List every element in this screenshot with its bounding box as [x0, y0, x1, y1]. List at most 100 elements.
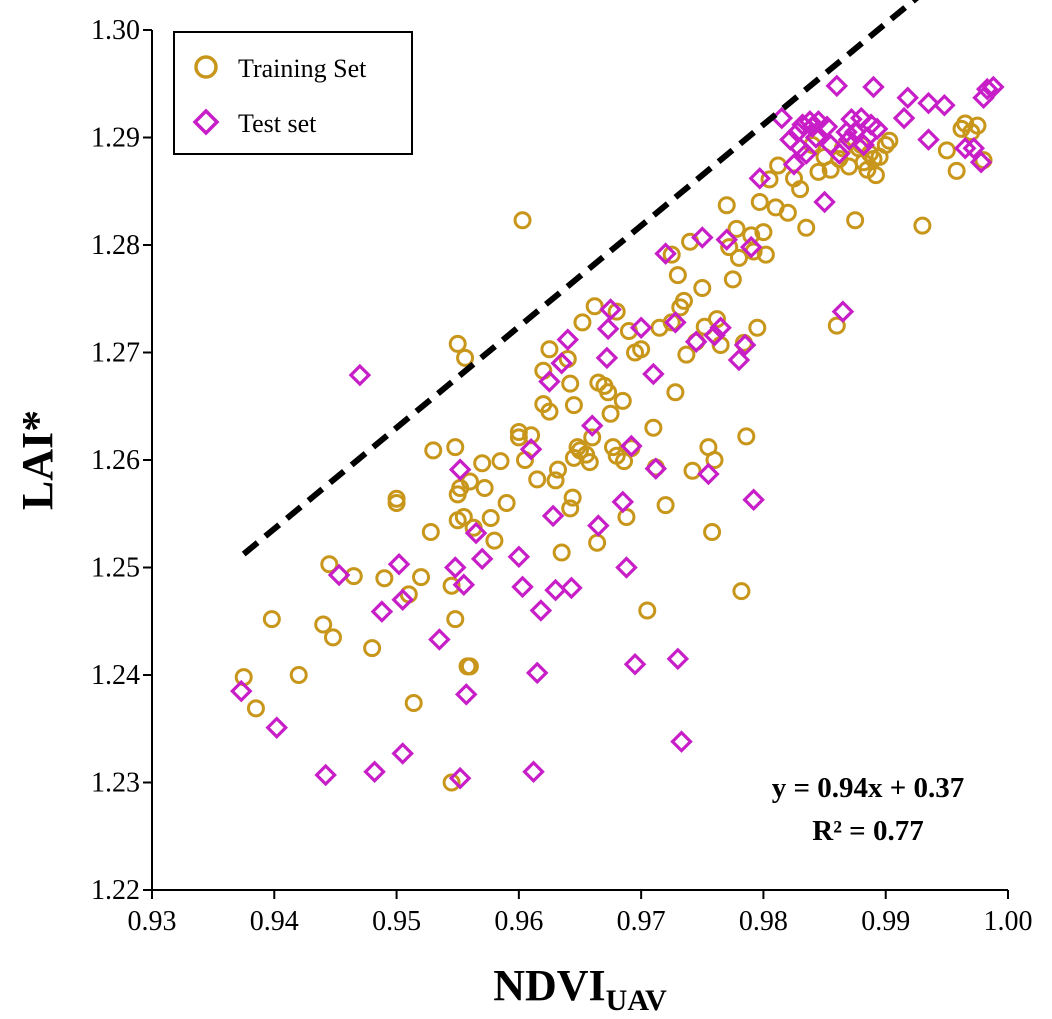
training-point [723, 270, 742, 289]
test-point [428, 628, 451, 651]
training-point [442, 773, 461, 792]
legend-label-training: Training Set [238, 54, 367, 83]
test-point [452, 573, 476, 596]
test-point [684, 330, 708, 354]
training-point [475, 478, 494, 497]
test-point [327, 563, 351, 587]
training-point [320, 555, 339, 574]
training-point [540, 402, 559, 421]
test-point [670, 730, 693, 753]
training-point [617, 507, 636, 526]
training-point [880, 131, 899, 150]
training-point [656, 496, 675, 515]
test-point [507, 545, 531, 569]
test-point [230, 679, 253, 703]
training-point [638, 601, 657, 620]
test-point [642, 362, 665, 386]
training-point [769, 156, 788, 175]
test-point [615, 556, 638, 579]
training-point [548, 460, 567, 479]
training-point [522, 426, 541, 445]
training-point [363, 639, 382, 658]
x-tick-label: 0.98 [739, 906, 788, 937]
x-ticks: 0.93 0.94 0.95 0.96 0.97 0.98 0.99 1.00 [128, 890, 1033, 937]
test-point [953, 136, 977, 160]
training-point [703, 523, 722, 542]
x-tick-label: 0.96 [494, 906, 543, 937]
test-point [370, 600, 394, 623]
legend-label-test: Test set [238, 109, 317, 138]
test-point [962, 136, 986, 160]
test-point [623, 652, 647, 676]
test-point [470, 547, 494, 571]
test-point [739, 235, 763, 259]
training-point [644, 418, 663, 437]
training-point [601, 404, 620, 423]
y-tick-label: 1.24 [91, 660, 140, 691]
test-point [896, 86, 919, 109]
plot-area [230, 0, 1005, 792]
training-point [246, 699, 265, 718]
training-set-points [234, 114, 993, 792]
training-point [705, 451, 724, 469]
training-point [573, 313, 592, 332]
training-point [289, 666, 308, 684]
test-point [813, 190, 836, 214]
test-point [544, 578, 567, 602]
test-point [620, 434, 643, 458]
test-point [691, 226, 714, 249]
training-point [473, 454, 492, 473]
training-point [797, 218, 816, 237]
training-point [509, 428, 528, 447]
test-point [865, 117, 889, 141]
training-point [552, 543, 571, 562]
y-tick-label: 1.26 [91, 445, 140, 476]
training-point [717, 196, 736, 215]
training-point [750, 193, 769, 211]
training-point [515, 451, 534, 469]
test-point [892, 106, 916, 130]
test-point [455, 683, 478, 706]
training-point [460, 472, 479, 491]
training-point [454, 507, 473, 526]
training-point [737, 427, 756, 446]
test-point [387, 553, 411, 576]
training-point [323, 628, 342, 647]
test-point [709, 316, 732, 340]
x-tick-label: 1.00 [984, 906, 1033, 937]
x-axis-title: NDVIUAV [493, 961, 667, 1017]
test-point [748, 167, 772, 190]
training-point [460, 657, 479, 676]
training-point [564, 396, 583, 415]
test-point [525, 661, 549, 685]
training-point [599, 383, 618, 402]
x-tick-label: 0.93 [128, 906, 177, 937]
test-point [982, 75, 1005, 99]
training-point [446, 610, 465, 629]
training-point [613, 391, 632, 410]
test-point [794, 142, 818, 165]
test-point [666, 647, 690, 671]
training-point [387, 489, 406, 508]
test-point [697, 462, 720, 486]
test-set-points [230, 74, 1005, 790]
training-point [528, 470, 547, 489]
training-point [421, 523, 440, 542]
training-point [491, 452, 510, 471]
training-point [778, 203, 797, 222]
x-tick-label: 0.95 [372, 906, 421, 937]
test-point [654, 242, 677, 265]
training-point [693, 279, 712, 297]
test-point [348, 363, 372, 387]
training-point [668, 266, 687, 285]
y-tick-label: 1.30 [91, 15, 140, 46]
test-point [519, 437, 543, 461]
test-point [804, 126, 828, 149]
test-point [715, 228, 739, 251]
legend-marker-test [192, 108, 220, 136]
training-point [399, 585, 418, 604]
training-point [412, 568, 431, 587]
y-tick-label: 1.25 [91, 553, 140, 584]
test-point [538, 370, 561, 393]
